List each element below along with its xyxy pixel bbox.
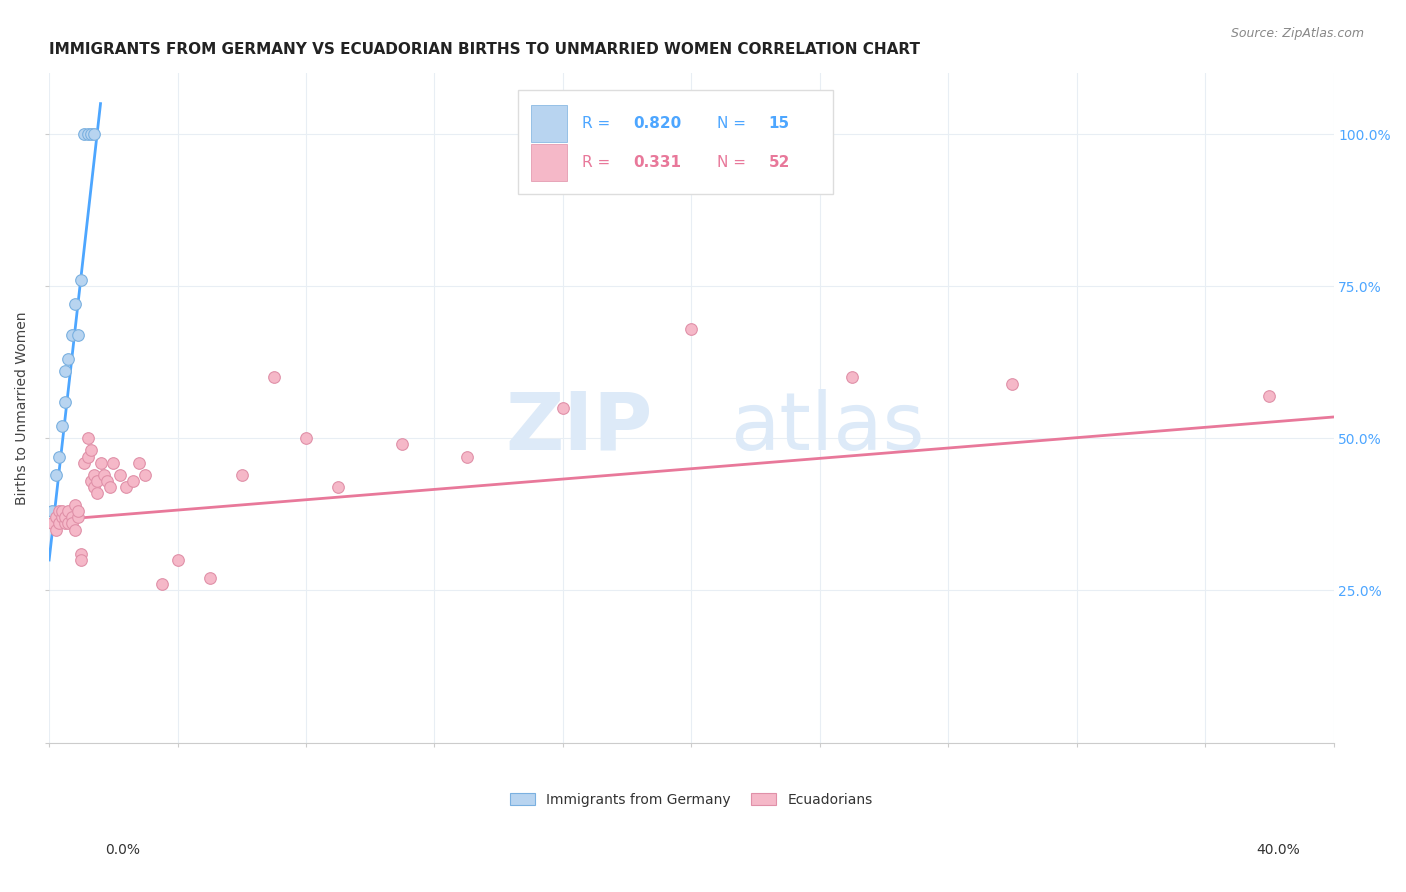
Point <box>263 370 285 384</box>
Text: atlas: atlas <box>730 389 924 467</box>
Point <box>58 516 80 531</box>
Text: 52: 52 <box>769 155 790 170</box>
Point <box>1258 389 1281 403</box>
Text: 40.0%: 40.0% <box>1257 843 1301 857</box>
Point <box>391 437 413 451</box>
Point <box>98 480 121 494</box>
Point <box>73 456 96 470</box>
Point <box>70 273 93 287</box>
Point <box>80 127 103 141</box>
Point <box>681 322 703 336</box>
Text: Source: ZipAtlas.com: Source: ZipAtlas.com <box>1230 27 1364 40</box>
Point <box>48 450 70 464</box>
Point <box>67 510 90 524</box>
Point <box>45 510 67 524</box>
Point <box>51 419 73 434</box>
Text: N =: N = <box>717 155 751 170</box>
Point <box>76 450 98 464</box>
Point <box>86 486 108 500</box>
Point <box>63 498 86 512</box>
Point <box>108 467 131 482</box>
Point <box>48 504 70 518</box>
Text: ZIP: ZIP <box>506 389 652 467</box>
Point <box>551 401 574 415</box>
Point <box>86 474 108 488</box>
Text: R =: R = <box>582 155 616 170</box>
Point <box>83 480 105 494</box>
Point <box>841 370 863 384</box>
Point <box>231 467 253 482</box>
Point <box>295 431 318 445</box>
Point <box>48 516 70 531</box>
Point <box>93 467 115 482</box>
Point <box>63 523 86 537</box>
Point <box>73 127 96 141</box>
Point <box>96 474 118 488</box>
Point <box>80 474 103 488</box>
Point <box>166 553 188 567</box>
Text: IMMIGRANTS FROM GERMANY VS ECUADORIAN BIRTHS TO UNMARRIED WOMEN CORRELATION CHAR: IMMIGRANTS FROM GERMANY VS ECUADORIAN BI… <box>49 42 920 57</box>
Point <box>150 577 173 591</box>
Point <box>67 504 90 518</box>
Point <box>70 547 93 561</box>
Point <box>60 327 83 342</box>
Point <box>103 456 125 470</box>
Text: R =: R = <box>582 116 616 131</box>
Point <box>76 431 98 445</box>
Point <box>83 127 105 141</box>
Point <box>80 443 103 458</box>
Bar <box>517 90 832 194</box>
Legend: Immigrants from Germany, Ecuadorians: Immigrants from Germany, Ecuadorians <box>505 788 879 813</box>
Text: N =: N = <box>717 116 751 131</box>
Point <box>198 571 221 585</box>
Point <box>53 516 76 531</box>
Point <box>58 504 80 518</box>
Point <box>63 297 86 311</box>
Point <box>121 474 143 488</box>
Point <box>89 456 111 470</box>
Y-axis label: Births to Unmarried Women: Births to Unmarried Women <box>15 311 30 505</box>
Point <box>70 553 93 567</box>
Point <box>128 456 150 470</box>
Point <box>83 467 105 482</box>
Text: 15: 15 <box>769 116 790 131</box>
Point <box>53 394 76 409</box>
Point <box>45 523 67 537</box>
Point <box>51 504 73 518</box>
Point <box>134 467 156 482</box>
Point <box>115 480 138 494</box>
Bar <box>531 105 567 142</box>
Point <box>76 127 98 141</box>
Point <box>53 364 76 378</box>
Point <box>41 504 63 518</box>
Point <box>51 510 73 524</box>
Point <box>1001 376 1024 391</box>
Point <box>45 467 67 482</box>
Point <box>326 480 349 494</box>
Text: 0.331: 0.331 <box>634 155 682 170</box>
Point <box>53 510 76 524</box>
Point <box>41 516 63 531</box>
Point <box>58 352 80 367</box>
Text: 0.0%: 0.0% <box>105 843 141 857</box>
Point <box>60 516 83 531</box>
Text: 0.820: 0.820 <box>634 116 682 131</box>
Point <box>456 450 478 464</box>
Point <box>67 327 90 342</box>
Point <box>60 510 83 524</box>
Bar <box>531 145 567 181</box>
